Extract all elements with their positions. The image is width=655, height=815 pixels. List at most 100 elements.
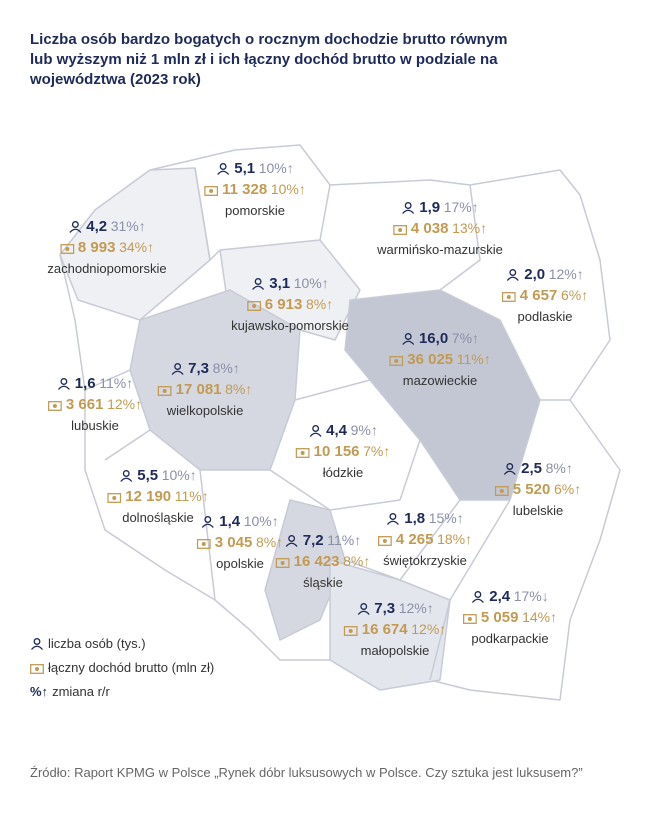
people-change: 12%↑ bbox=[398, 600, 434, 616]
income-change: 7%↑ bbox=[363, 443, 391, 459]
income-change: 11%↑ bbox=[456, 351, 491, 367]
income-row: 36 025 11%↑ bbox=[389, 349, 491, 370]
region-name: małopolskie bbox=[360, 643, 430, 658]
people-count: 2,5 bbox=[521, 460, 542, 477]
income-row: 3 661 12%↑ bbox=[47, 394, 143, 415]
people-change: 17%↓ bbox=[513, 588, 549, 604]
people-change: 12%↑ bbox=[548, 266, 584, 282]
people-count: 4,4 bbox=[326, 422, 347, 439]
legend-label: liczba osób (tys.) bbox=[48, 636, 146, 651]
people-row: 1,8 15%↑ bbox=[378, 508, 472, 529]
money-icon bbox=[377, 536, 392, 546]
region-border bbox=[199, 469, 216, 601]
people-change: 10%↑ bbox=[258, 160, 294, 176]
money-icon bbox=[59, 244, 74, 254]
title-line: lub wyższym niż 1 mln zł i ich łączny do… bbox=[30, 51, 498, 68]
income-value: 16 423 bbox=[293, 553, 340, 570]
people-row: 1,4 10%↑ bbox=[197, 511, 283, 532]
money-icon bbox=[343, 626, 358, 636]
region-name: łódzkie bbox=[322, 465, 364, 480]
region-name: dolnośląskie bbox=[122, 510, 194, 525]
people-row: 4,2 31%↑ bbox=[47, 216, 166, 237]
region-name: lubuskie bbox=[71, 418, 119, 433]
region-name: mazowieckie bbox=[402, 373, 478, 388]
region-label: 1,6 11%↑ 3 661 12%↑ lubuskie bbox=[47, 373, 143, 436]
income-row: 17 081 8%↑ bbox=[157, 379, 253, 400]
person-icon bbox=[69, 221, 82, 233]
money-icon bbox=[295, 448, 310, 458]
income-row: 5 520 6%↑ bbox=[494, 479, 581, 500]
region-border bbox=[429, 499, 511, 681]
people-count: 2,0 bbox=[524, 266, 546, 283]
region-border bbox=[84, 369, 131, 391]
income-change: 8%↑ bbox=[225, 381, 253, 397]
person-icon bbox=[309, 425, 322, 437]
person-icon bbox=[202, 516, 215, 528]
people-row: 4,4 9%↑ bbox=[296, 420, 391, 441]
person-icon bbox=[57, 378, 70, 390]
region-label: 1,9 17%↑ 4 038 13%↑ warmińsko-mazurskie bbox=[377, 197, 503, 260]
income-change: 6%↑ bbox=[560, 287, 589, 303]
people-change: 9%↑ bbox=[350, 422, 378, 438]
region-border bbox=[344, 499, 461, 581]
people-count: 7,3 bbox=[188, 360, 209, 377]
income-value: 11 328 bbox=[222, 181, 268, 198]
income-value: 12 190 bbox=[125, 488, 172, 505]
region-name: pomorskie bbox=[225, 203, 285, 218]
income-value: 6 913 bbox=[264, 296, 303, 313]
title: Liczba osób bardzo bogatych o rocznym do… bbox=[30, 30, 630, 90]
people-change: 10%↑ bbox=[243, 513, 279, 529]
people-count: 4,2 bbox=[86, 218, 108, 235]
people-count: 1,6 bbox=[74, 375, 96, 392]
people-row: 5,1 10%↑ bbox=[204, 158, 306, 179]
people-change: 10%↑ bbox=[161, 467, 197, 483]
people-count: 1,8 bbox=[404, 510, 426, 527]
person-icon bbox=[31, 638, 43, 650]
money-icon bbox=[157, 386, 172, 396]
income-value: 17 081 bbox=[175, 381, 222, 398]
title-line: województwa (2023 rok) bbox=[30, 71, 201, 88]
region-label: 3,1 10%↑ 6 913 8%↑ kujawsko-pomorskie bbox=[231, 273, 349, 336]
people-count: 16,0 bbox=[418, 330, 449, 347]
people-change: 11%↑ bbox=[99, 375, 134, 391]
income-change: 13%↑ bbox=[452, 220, 488, 236]
income-value: 3 661 bbox=[65, 396, 104, 413]
money-icon bbox=[501, 292, 516, 302]
people-change: 10%↑ bbox=[293, 275, 329, 291]
income-row: 6 913 8%↑ bbox=[231, 294, 349, 315]
people-row: 7,3 12%↑ bbox=[344, 598, 447, 619]
income-row: 4 657 6%↑ bbox=[501, 285, 589, 306]
income-change: 11%↑ bbox=[174, 488, 209, 504]
income-value: 4 038 bbox=[410, 220, 449, 237]
money-icon bbox=[392, 225, 407, 235]
region-name: podkarpackie bbox=[471, 631, 549, 646]
region-name: opolskie bbox=[216, 556, 264, 571]
person-icon bbox=[357, 603, 370, 615]
region-name: zachodniopomorskie bbox=[47, 261, 167, 276]
income-row: 3 045 8%↑ bbox=[196, 532, 283, 553]
people-row: 7,2 11%↑ bbox=[276, 530, 371, 551]
income-change: 12%↑ bbox=[411, 621, 447, 637]
people-row: 2,0 12%↑ bbox=[502, 264, 588, 285]
region-border bbox=[104, 429, 151, 461]
income-value: 3 045 bbox=[214, 534, 253, 551]
region-shape bbox=[344, 289, 541, 501]
income-change: 8%↑ bbox=[305, 296, 334, 312]
person-icon bbox=[401, 333, 414, 345]
people-count: 5,1 bbox=[234, 160, 256, 177]
income-row: 8 993 34%↑ bbox=[47, 237, 166, 258]
legend-label: zmiana r/r bbox=[52, 684, 110, 699]
person-icon bbox=[472, 591, 485, 603]
income-value: 10 156 bbox=[313, 443, 360, 460]
region-name: lubelskie bbox=[512, 503, 564, 518]
income-row: 11 328 10%↑ bbox=[204, 179, 306, 200]
income-value: 4 657 bbox=[519, 287, 558, 304]
income-change: 12%↑ bbox=[107, 396, 143, 412]
region-label: 5,5 10%↑ 12 190 11%↑ dolnośląskie bbox=[107, 465, 209, 528]
income-value: 8 993 bbox=[77, 239, 116, 256]
legend-item: łączny dochód brutto (mln zł) bbox=[30, 656, 214, 680]
region-name: wielkopolskie bbox=[166, 403, 244, 418]
region-label: 1,4 10%↑ 3 045 8%↑ opolskie bbox=[196, 511, 283, 574]
income-value: 5 520 bbox=[512, 481, 551, 498]
